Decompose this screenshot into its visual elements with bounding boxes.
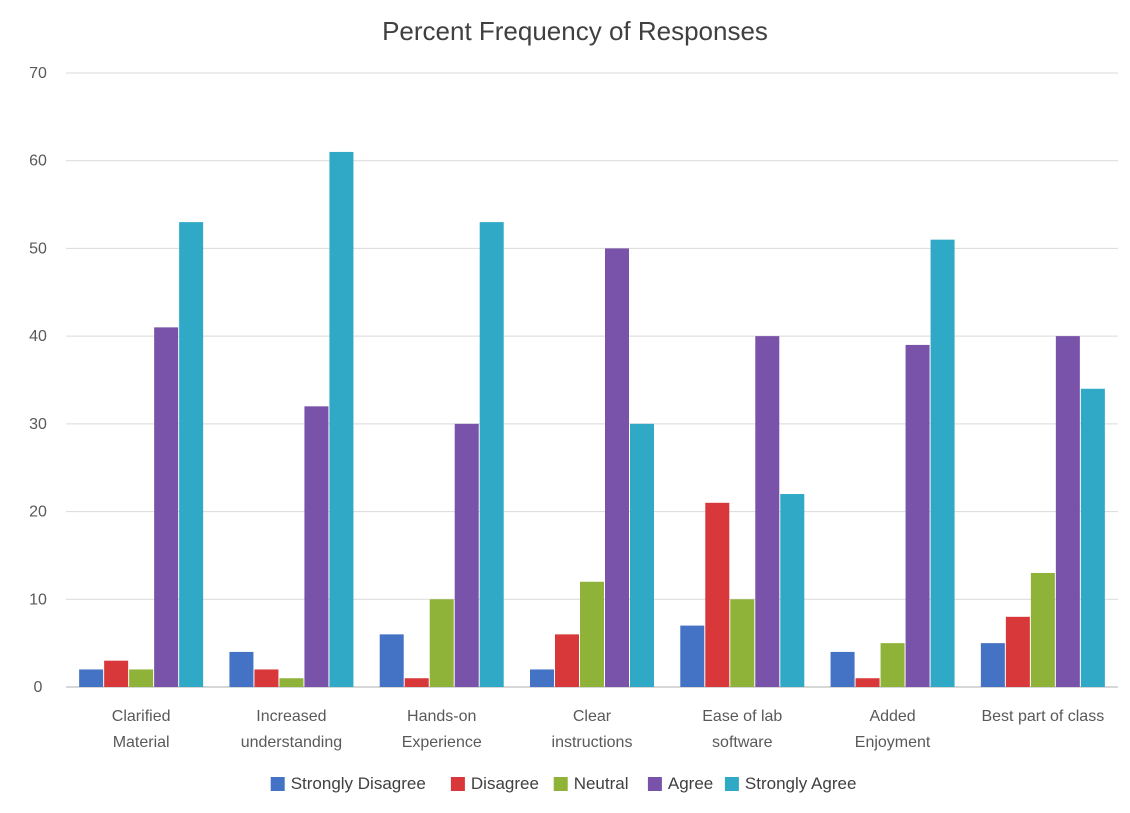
bar-neutral	[1030, 572, 1055, 687]
bar-agree	[1055, 336, 1080, 687]
legend-label: Strongly Agree	[745, 774, 857, 793]
legend-swatch	[270, 777, 285, 791]
bar-strongly-disagree	[79, 669, 104, 687]
legend-label: Agree	[668, 774, 713, 793]
y-tick-label: 60	[29, 153, 47, 170]
bar-disagree	[705, 502, 730, 687]
category-label: Added	[869, 708, 915, 725]
category-label: instructions	[552, 734, 633, 751]
legend-swatch	[724, 777, 739, 791]
x-axis-categories: Clarified Material Increased understanding H…	[112, 708, 1104, 751]
category-label: Clarified	[112, 708, 171, 725]
legend-label: Neutral	[574, 774, 629, 793]
bar-neutral	[429, 599, 454, 687]
bar-neutral	[880, 643, 905, 687]
category-label: Ease of lab	[702, 708, 782, 725]
category-label: Material	[113, 734, 170, 751]
chart-title: Percent Frequency of Responses	[382, 16, 768, 46]
bar-agree	[605, 248, 629, 687]
y-tick-label: 50	[29, 240, 47, 257]
category-label: software	[712, 734, 773, 751]
legend-swatch	[647, 777, 662, 791]
bar-disagree	[104, 660, 129, 687]
bar-strongly-agree	[1080, 388, 1105, 687]
y-tick-label: 10	[29, 591, 47, 608]
bar-strongly-agree	[479, 222, 504, 687]
bar-agree	[755, 336, 780, 687]
bar-neutral	[580, 581, 604, 687]
legend-label: Disagree	[471, 774, 539, 793]
y-axis-ticks: 0 10 20 30 40 50 60 70	[29, 65, 47, 696]
bars	[79, 151, 1105, 687]
bar-strongly-agree	[930, 239, 955, 687]
legend-label: Strongly Disagree	[291, 774, 426, 793]
bar-strongly-disagree	[680, 625, 705, 687]
bar-neutral	[730, 599, 755, 687]
y-tick-label: 30	[29, 416, 47, 433]
category-label: Clear	[573, 708, 612, 725]
bar-neutral	[129, 669, 154, 687]
y-tick-label: 20	[29, 504, 47, 521]
legend: Strongly Disagree Disagree Neutral Agree Str…	[270, 774, 857, 793]
bar-strongly-disagree	[980, 643, 1005, 687]
bar-neutral	[279, 678, 304, 687]
legend-swatch	[553, 777, 568, 791]
category-label: Increased	[256, 708, 326, 725]
bar-strongly-agree	[179, 222, 204, 687]
bar-agree	[154, 327, 179, 687]
bar-strongly-agree	[780, 494, 805, 687]
bar-agree	[905, 344, 930, 687]
bar-agree	[304, 406, 329, 687]
bar-agree	[454, 423, 479, 687]
category-label: Enjoyment	[855, 734, 931, 751]
bar-disagree	[855, 678, 880, 687]
bar-disagree	[555, 634, 579, 687]
bar-strongly-disagree	[830, 651, 855, 687]
bar-strongly-disagree	[530, 669, 554, 687]
bar-disagree	[1005, 616, 1030, 687]
bar-strongly-disagree	[229, 651, 254, 687]
category-label: Hands-on	[407, 708, 476, 725]
bar-disagree	[404, 678, 429, 687]
category-label: understanding	[241, 734, 342, 751]
category-label: Experience	[402, 734, 482, 751]
bar-strongly-agree	[630, 423, 654, 687]
category-label: Best part of class	[981, 708, 1104, 725]
bar-disagree	[254, 669, 279, 687]
bar-strongly-disagree	[379, 634, 404, 687]
bar-strongly-agree	[329, 151, 354, 687]
y-tick-label: 0	[34, 679, 43, 696]
y-tick-label: 70	[29, 65, 47, 82]
legend-swatch	[450, 777, 465, 791]
y-tick-label: 40	[29, 328, 47, 345]
